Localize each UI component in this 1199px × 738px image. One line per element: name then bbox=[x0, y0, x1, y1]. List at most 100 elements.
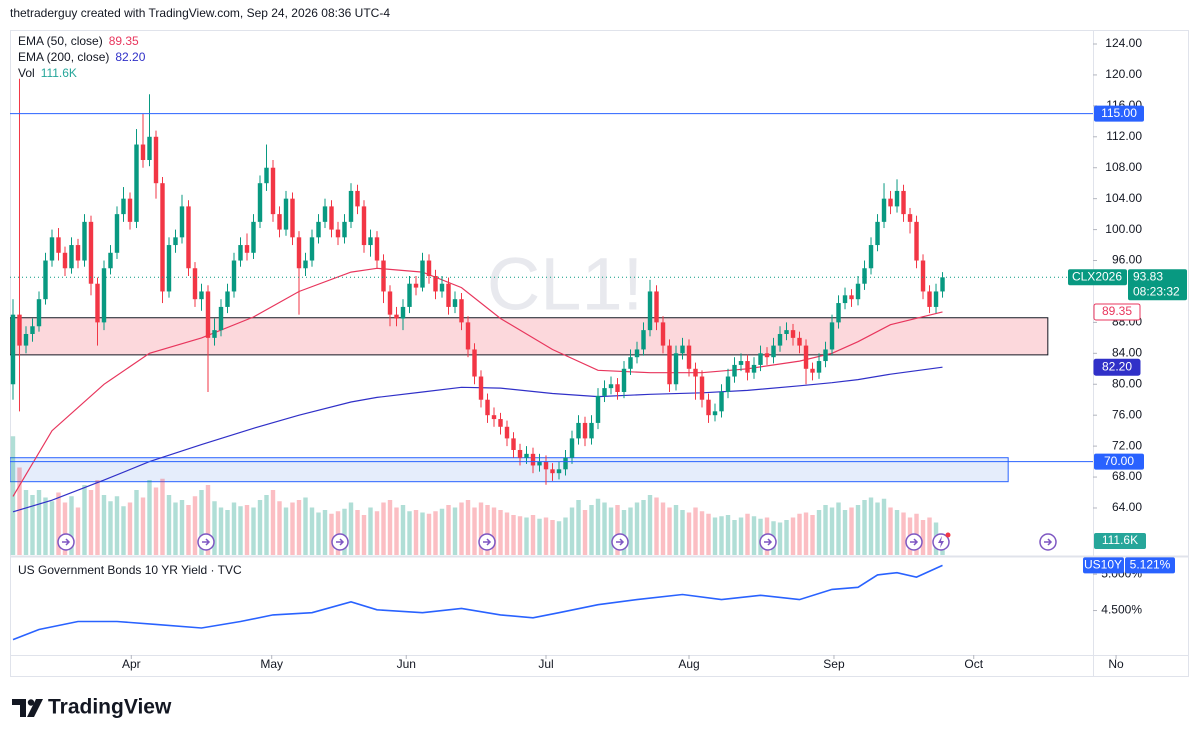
level-badge-label: 70.00 bbox=[1104, 454, 1134, 468]
yield-name-label: US10Y bbox=[1084, 558, 1122, 572]
volume-bar bbox=[179, 500, 185, 555]
volume-bar bbox=[862, 500, 867, 555]
candle-body bbox=[355, 190, 360, 207]
candle-body bbox=[446, 283, 451, 307]
volume-bar bbox=[706, 513, 711, 555]
volume-bar bbox=[335, 511, 341, 555]
volume-bar bbox=[374, 511, 380, 555]
y-tick-label: 108.00 bbox=[1105, 160, 1142, 174]
volume-bar bbox=[225, 510, 230, 555]
candle-body bbox=[153, 136, 159, 184]
volume-bar bbox=[849, 507, 854, 555]
candle-body bbox=[868, 245, 874, 269]
volume-bar bbox=[303, 497, 308, 555]
volume-bar bbox=[257, 500, 263, 555]
y-tick-label: 120.00 bbox=[1105, 67, 1142, 81]
volume-bar bbox=[251, 507, 256, 555]
volume-bar bbox=[108, 501, 113, 555]
volume-bar bbox=[56, 492, 61, 555]
y-tick-label: 96.00 bbox=[1112, 253, 1142, 267]
x-tick-label: Jul bbox=[538, 657, 553, 671]
volume-bar bbox=[186, 505, 191, 555]
volume-bar bbox=[686, 512, 692, 555]
candle-body bbox=[17, 314, 22, 346]
volume-bar bbox=[452, 507, 458, 555]
candle-body bbox=[95, 283, 100, 323]
volume-bar bbox=[95, 480, 100, 555]
volume-bar bbox=[569, 507, 575, 555]
candle-body bbox=[335, 229, 341, 238]
candle-body bbox=[225, 291, 230, 307]
candle-body bbox=[82, 221, 87, 261]
volume-bar bbox=[608, 507, 614, 555]
volume-bar bbox=[147, 480, 152, 555]
volume-bar bbox=[387, 500, 393, 555]
volume-bar bbox=[205, 485, 211, 555]
candle-body bbox=[888, 198, 893, 207]
volume-bar bbox=[465, 500, 471, 555]
candle-body bbox=[569, 438, 575, 458]
candle-body bbox=[894, 190, 900, 207]
volume-bar bbox=[433, 511, 438, 555]
event-icon-arrow bbox=[483, 538, 492, 546]
volume-badge bbox=[1094, 533, 1146, 550]
candle-body bbox=[394, 314, 399, 319]
ema-badge bbox=[1093, 303, 1141, 321]
symbol-badge bbox=[1068, 269, 1127, 286]
candle-body bbox=[719, 391, 724, 412]
volume-bar bbox=[582, 510, 588, 555]
volume-bar bbox=[576, 500, 581, 555]
volume-bar bbox=[673, 505, 679, 555]
candle-body bbox=[862, 268, 867, 284]
candle-body bbox=[160, 183, 165, 292]
volume-bar bbox=[894, 510, 900, 555]
header: thetraderguy created with TradingView.co… bbox=[10, 6, 390, 20]
candle-body bbox=[914, 221, 919, 261]
candle-body bbox=[420, 260, 425, 288]
yield-line bbox=[12, 564, 943, 641]
candle-body bbox=[829, 322, 835, 350]
volume-bar bbox=[361, 515, 367, 555]
candle-body bbox=[667, 345, 672, 385]
candle-body bbox=[732, 364, 737, 377]
event-icon-arrow bbox=[1044, 538, 1053, 546]
candle-body bbox=[537, 461, 542, 466]
candle-body bbox=[725, 376, 731, 392]
volume-bar bbox=[381, 502, 386, 555]
candle-body bbox=[316, 221, 321, 238]
candle-body bbox=[465, 322, 471, 350]
candle-body bbox=[686, 345, 692, 369]
volume-bar bbox=[264, 495, 269, 555]
volume-bar bbox=[732, 520, 737, 555]
x-tick-label: Apr bbox=[122, 657, 141, 671]
price-badge bbox=[1128, 269, 1187, 301]
candle-body bbox=[147, 136, 152, 160]
candle-body bbox=[218, 306, 224, 331]
event-icon-arrow bbox=[616, 538, 625, 546]
volume-bar bbox=[121, 506, 126, 555]
footer-logo: TradingView bbox=[48, 696, 172, 719]
countdown-label: 08:23:32 bbox=[1133, 284, 1180, 298]
candle-body bbox=[855, 283, 861, 300]
candle-body bbox=[303, 260, 308, 269]
y-tick-label: 100.00 bbox=[1105, 222, 1142, 236]
volume-bar bbox=[270, 490, 276, 555]
candle-body bbox=[166, 245, 172, 292]
y-tick-label: 76.00 bbox=[1112, 407, 1142, 421]
candle-body bbox=[270, 167, 276, 215]
candle-body bbox=[621, 368, 627, 392]
candle-body bbox=[634, 349, 640, 358]
candle-body bbox=[511, 438, 516, 450]
volume-bar bbox=[166, 495, 172, 555]
event-icon-arrow bbox=[62, 538, 71, 546]
volume-bar bbox=[556, 521, 562, 555]
candle-body bbox=[472, 349, 477, 377]
volume-bar bbox=[134, 490, 139, 555]
volume-bar bbox=[446, 505, 451, 555]
candle-body bbox=[10, 314, 16, 385]
level-badge-label: 115.00 bbox=[1101, 106, 1137, 120]
volume-bar bbox=[69, 496, 74, 555]
candle-body bbox=[920, 260, 926, 292]
